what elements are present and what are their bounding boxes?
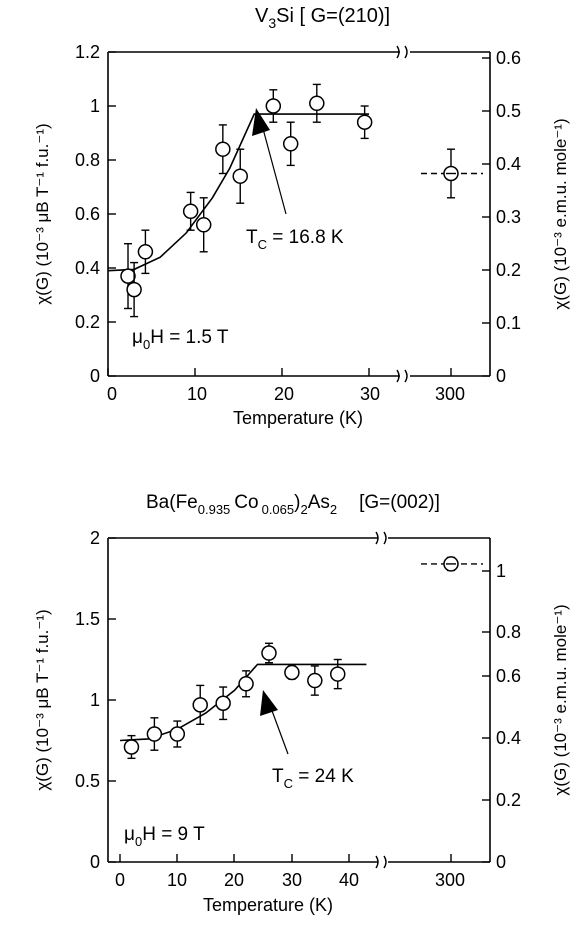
top-data-point-1 — [126, 281, 142, 298]
top-data-point-0 — [120, 268, 136, 284]
top-y-left-label-0: 0 — [90, 366, 100, 386]
top-data-point-3 — [182, 203, 199, 220]
top-field-label: μ0H = 1.5 T — [132, 327, 229, 352]
bottom-data-point-0 — [123, 739, 140, 755]
top-y-left-label-2: 0.4 — [75, 258, 100, 278]
top-y-right-label-4: 0.4 — [496, 154, 521, 174]
bottom-data-point-4 — [215, 695, 231, 711]
top-y-left-axis-title: χ(G) (10⁻³ μB T⁻¹ f.u.⁻¹) — [33, 123, 52, 304]
top-y-right-label-6: 0.6 — [496, 48, 521, 68]
top-axis-break-upper — [396, 45, 408, 59]
bottom-y-right-label-4: 0.8 — [496, 622, 521, 642]
top-y-right-label-0: 0 — [496, 366, 506, 386]
bottom-y-left-axis-title: χ(G) (10⁻³ μB T⁻¹ f.u.⁻¹) — [33, 609, 52, 790]
top-data-point-9 — [309, 95, 325, 112]
top-x-axis-title: Temperature (K) — [233, 408, 363, 428]
bottom-y-right-label-3: 0.6 — [496, 666, 521, 686]
top-y-right-label-2: 0.2 — [496, 260, 521, 280]
bottom-y-left-label-0: 0 — [90, 852, 100, 872]
top-x-label-1: 10 — [187, 384, 207, 404]
bottom-data-point-2 — [169, 726, 186, 742]
bottom-y-left-label-4: 2 — [90, 528, 100, 548]
bottom-x-label-3: 30 — [282, 870, 302, 890]
top-y-left-ticks — [108, 51, 116, 377]
bottom-data-point-6 — [261, 645, 277, 661]
top-fit-curve — [107, 113, 369, 272]
bottom-axis-break-upper — [375, 531, 387, 545]
top-x-label-3: 30 — [360, 384, 380, 404]
top-title: V3Si [ G=(210)] — [255, 5, 390, 31]
bottom-x-axis-title: Temperature (K) — [203, 895, 333, 915]
top-data-point-6 — [232, 168, 248, 184]
bottom-x-break-label: 300 — [435, 870, 465, 890]
top-data-point-10 — [356, 114, 373, 130]
bottom-data-point-1 — [146, 726, 163, 742]
bottom-tc-label: TC = 24 K — [272, 766, 354, 791]
top-x-ticks — [107, 368, 452, 376]
top-y-right-label-1: 0.1 — [496, 313, 521, 333]
bottom-data-marks — [119, 556, 483, 760]
top-data-marks — [107, 83, 483, 318]
bottom-y-left-label-2: 1 — [90, 690, 100, 710]
bottom-data-point-8 — [307, 672, 323, 689]
bottom-y-right-label-5: 1 — [496, 561, 506, 581]
top-data-point-2 — [137, 244, 154, 260]
top-panel: V3Si [ G=(210)] 0 0.2 0.4 0.6 0.8 1 — [33, 5, 570, 428]
top-x-break-label: 300 — [435, 384, 465, 404]
top-data-point-5 — [215, 141, 231, 157]
top-y-left-label-6: 1.2 — [75, 42, 100, 62]
top-tc-label: TC = 16.8 K — [246, 227, 344, 252]
top-y-left-label-4: 0.8 — [75, 150, 100, 170]
bottom-x-label-0: 0 — [115, 870, 125, 890]
bottom-y-left-label-1: 0.5 — [75, 771, 100, 791]
bottom-y-left-label-3: 1.5 — [75, 609, 100, 629]
top-y-right-label-3: 0.3 — [496, 207, 521, 227]
top-tc-arrow-line — [261, 124, 287, 215]
top-data-point-7 — [265, 98, 282, 114]
bottom-data-point-7 — [284, 664, 300, 681]
bottom-panel: Ba(Fe0.935 Co 0.065)2As2 [G=(002)] 0 0.5 1 … — [33, 492, 570, 915]
bottom-y-right-label-0: 0 — [496, 852, 506, 872]
top-y-left-label-5: 1 — [90, 96, 100, 116]
top-x-label-0: 0 — [107, 384, 117, 404]
top-data-point-4 — [195, 217, 212, 233]
top-y-right-label-5: 0.5 — [496, 101, 521, 121]
bottom-y-right-label-2: 0.4 — [496, 728, 521, 748]
bottom-x-ticks — [119, 854, 452, 862]
bottom-x-label-1: 10 — [167, 870, 187, 890]
top-y-right-axis-title: χ(G) (10⁻³ e.m.u. mole⁻¹) — [551, 118, 570, 309]
top-tc-arrow-head — [252, 108, 270, 136]
bottom-y-right-axis-title: χ(G) (10⁻³ e.m.u. mole⁻¹) — [551, 604, 570, 795]
bottom-data-point-9 — [329, 666, 346, 682]
bottom-x-label-4: 40 — [339, 870, 359, 890]
bottom-y-right-label-1: 0.2 — [496, 790, 521, 810]
top-y-right-ticks — [482, 57, 490, 377]
bottom-y-right-ticks — [482, 570, 490, 863]
bottom-axis-break-lower — [375, 855, 387, 869]
top-y-left-label-1: 0.2 — [75, 312, 100, 332]
bottom-data-point-5 — [238, 676, 254, 692]
bottom-tc-arrow-line — [270, 707, 289, 755]
top-data-point-8 — [282, 136, 299, 152]
bottom-field-label: μ0H = 9 T — [124, 824, 205, 849]
bottom-title: Ba(Fe0.935 Co 0.065)2As2 [G=(002)] — [146, 492, 440, 517]
bottom-x-label-2: 20 — [224, 870, 244, 890]
top-x-label-2: 20 — [274, 384, 294, 404]
bottom-data-point-3 — [192, 697, 208, 713]
top-axis-break-lower — [396, 369, 408, 383]
bottom-tc-arrow-head — [260, 690, 278, 716]
top-y-left-label-3: 0.6 — [75, 204, 100, 224]
bottom-y-left-ticks — [108, 537, 116, 863]
